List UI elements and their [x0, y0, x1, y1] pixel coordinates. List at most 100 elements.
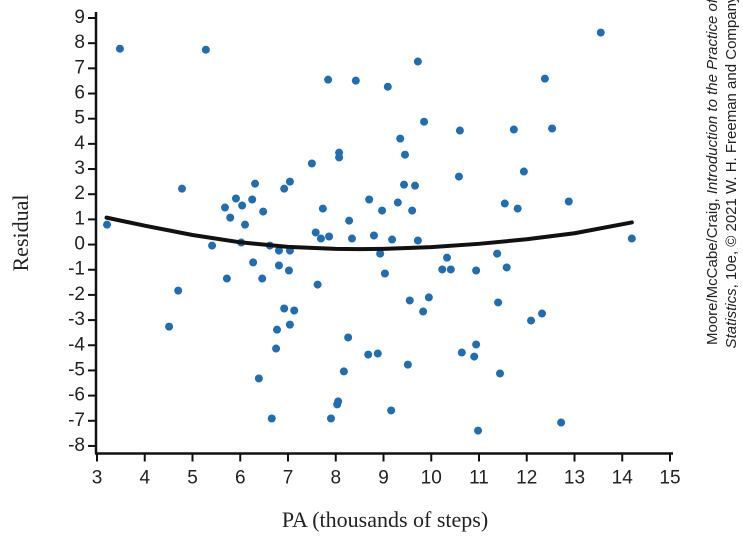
- data-point: [339, 367, 348, 376]
- data-point: [396, 134, 405, 143]
- y-tick-label: 2: [74, 183, 85, 204]
- data-point: [335, 153, 344, 162]
- data-point: [222, 274, 231, 283]
- data-point: [413, 57, 422, 66]
- data-point: [316, 234, 325, 243]
- credit-text: Statistics: [723, 288, 740, 349]
- data-point: [472, 340, 481, 349]
- data-point: [345, 216, 354, 225]
- y-axis-label: Residual: [8, 195, 33, 272]
- data-point: [455, 126, 464, 135]
- data-point: [324, 75, 333, 84]
- x-tick-label: 7: [283, 468, 294, 489]
- data-point: [369, 231, 378, 240]
- y-tick-label: 3: [74, 158, 85, 179]
- data-point: [344, 333, 353, 342]
- data-point: [165, 322, 174, 331]
- y-tick-label: 6: [74, 83, 85, 104]
- x-tick-label: 12: [516, 468, 537, 489]
- data-point: [538, 309, 547, 318]
- y-tick-label: 8: [74, 32, 85, 53]
- data-point: [280, 304, 289, 313]
- data-point: [446, 265, 455, 274]
- data-point: [527, 316, 536, 325]
- y-tick-label: -1: [68, 259, 85, 280]
- y-tick-label: 0: [74, 234, 85, 255]
- data-point: [443, 253, 452, 262]
- data-point: [251, 179, 260, 188]
- x-tick-label: 4: [139, 468, 150, 489]
- x-tick-label: 14: [612, 468, 634, 489]
- data-point: [307, 159, 316, 168]
- data-point: [284, 266, 293, 275]
- data-point: [405, 296, 414, 305]
- y-tick-label: 5: [74, 108, 85, 129]
- data-point: [285, 320, 294, 329]
- data-point: [115, 44, 124, 53]
- data-point: [400, 180, 409, 189]
- x-tick-label: 3: [92, 468, 103, 489]
- data-point: [540, 74, 549, 83]
- data-point: [474, 426, 483, 435]
- data-point: [272, 344, 281, 353]
- data-point: [220, 203, 229, 212]
- data-point: [403, 360, 412, 369]
- x-tick-label: 15: [659, 468, 680, 489]
- y-tick-label: -8: [68, 435, 85, 456]
- y-tick-label: 1: [74, 208, 85, 229]
- data-point: [267, 414, 276, 423]
- data-point: [500, 199, 509, 208]
- y-tick-label: -3: [68, 309, 85, 330]
- data-point: [325, 232, 334, 241]
- data-point: [208, 241, 217, 250]
- data-point: [280, 184, 289, 193]
- data-point: [376, 249, 385, 258]
- data-point: [273, 325, 282, 334]
- data-point: [513, 204, 522, 213]
- y-tick-label: 9: [74, 7, 85, 28]
- data-point: [378, 206, 387, 215]
- credit-text: Introduction to the Practice of: [704, 0, 721, 194]
- x-tick-label: 10: [421, 468, 442, 489]
- data-point: [408, 206, 417, 215]
- data-point: [318, 204, 327, 213]
- data-point: [411, 181, 420, 190]
- credit-text: Moore/McCabe/Craig,: [704, 194, 721, 345]
- data-point: [519, 167, 528, 176]
- x-tick-label: 9: [378, 468, 389, 489]
- data-point: [231, 194, 240, 203]
- data-point: [380, 269, 389, 278]
- data-point: [454, 172, 463, 181]
- data-point: [311, 228, 320, 237]
- data-point: [502, 263, 511, 272]
- data-point: [509, 125, 518, 134]
- x-tick-label: 6: [235, 468, 246, 489]
- credit-text: , 10e, © 2021 W. H. Freeman and Company: [723, 0, 740, 288]
- y-tick-label: 7: [74, 57, 85, 78]
- data-point: [548, 124, 557, 133]
- data-point: [274, 261, 283, 270]
- data-point: [238, 201, 247, 210]
- data-point: [393, 198, 402, 207]
- data-point: [388, 235, 397, 244]
- data-point: [564, 197, 573, 206]
- x-tick-label: 13: [564, 468, 585, 489]
- data-point: [313, 280, 322, 289]
- y-tick-label: -5: [68, 359, 85, 380]
- data-point: [438, 265, 447, 274]
- data-point: [285, 177, 294, 186]
- data-point: [241, 220, 250, 229]
- data-point: [103, 220, 112, 229]
- data-point: [226, 213, 235, 222]
- data-point: [472, 266, 481, 275]
- data-point: [496, 369, 505, 378]
- data-point: [254, 374, 263, 383]
- credit-line: Moore/McCabe/Craig, Introduction to the …: [704, 0, 721, 345]
- data-point: [470, 352, 479, 361]
- x-tick-label: 5: [187, 468, 198, 489]
- data-point: [457, 348, 466, 357]
- data-point: [274, 246, 283, 255]
- data-point: [493, 249, 502, 258]
- data-point: [400, 150, 409, 159]
